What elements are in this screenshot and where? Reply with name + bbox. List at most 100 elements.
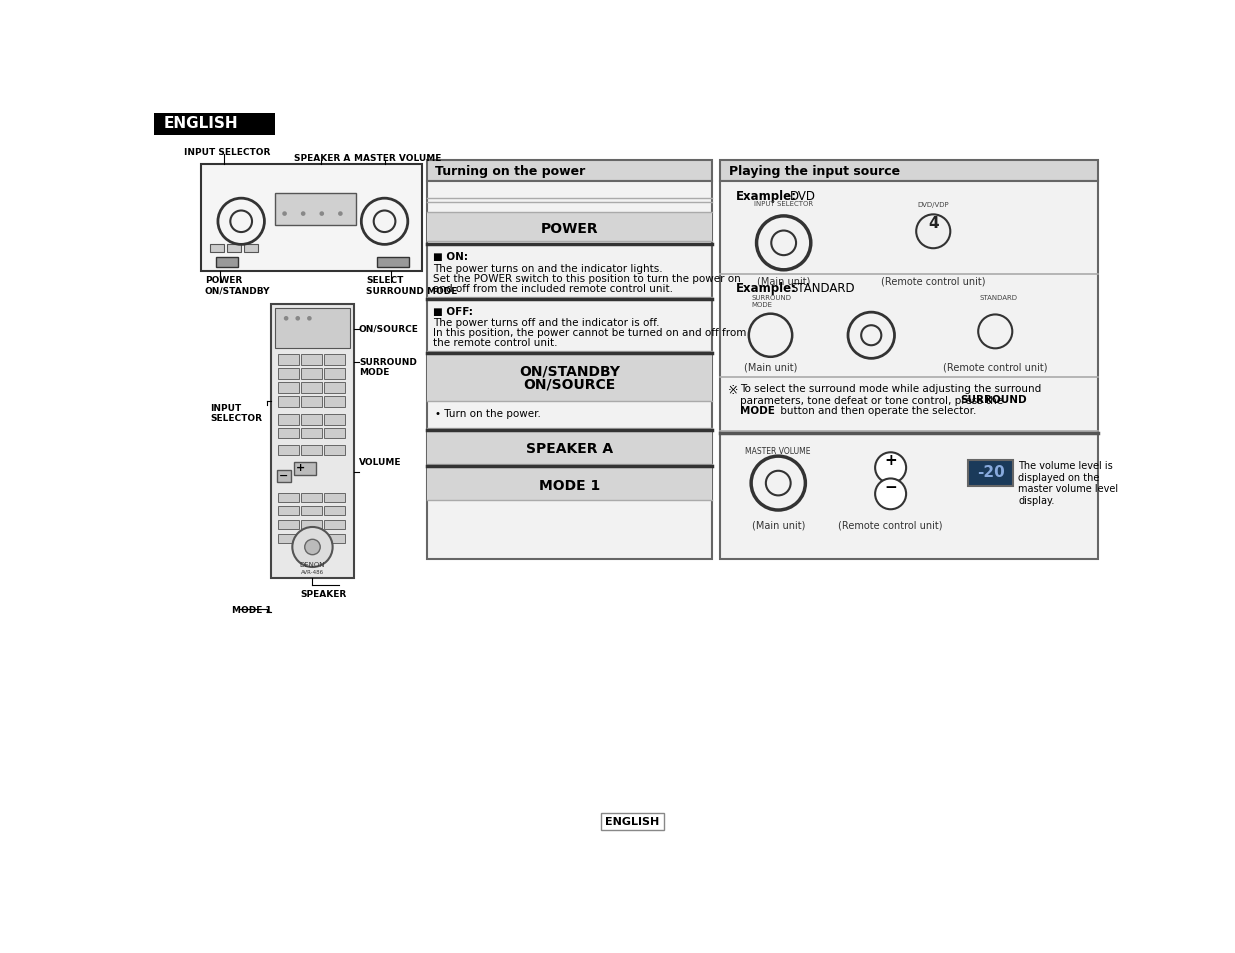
Bar — [301, 445, 322, 456]
Text: the remote control unit.: the remote control unit. — [433, 337, 558, 348]
Bar — [274, 193, 356, 226]
Text: MODE 1: MODE 1 — [232, 605, 272, 614]
Circle shape — [338, 213, 342, 216]
Text: ON/STANDBY: ON/STANDBY — [519, 364, 620, 378]
Bar — [201, 164, 421, 272]
Text: (Remote control unit): (Remote control unit) — [944, 362, 1047, 372]
Text: button and then operate the selector.: button and then operate the selector. — [778, 405, 977, 416]
Bar — [274, 309, 351, 349]
Text: ENGLISH: ENGLISH — [164, 116, 238, 131]
Text: AVR-486: AVR-486 — [301, 569, 324, 574]
Bar — [278, 507, 299, 516]
Text: SURROUND
MODE: SURROUND MODE — [751, 294, 792, 307]
Text: +: + — [295, 463, 305, 473]
Circle shape — [305, 539, 320, 555]
Circle shape — [320, 213, 324, 216]
Bar — [278, 355, 299, 366]
Bar — [227, 245, 241, 253]
Text: (Remote control unit): (Remote control unit) — [839, 519, 942, 530]
Bar — [427, 213, 713, 242]
Bar — [600, 813, 664, 830]
Bar — [301, 396, 322, 408]
Circle shape — [308, 316, 311, 321]
Text: MODE: MODE — [740, 405, 776, 416]
Text: Example:: Example: — [736, 282, 797, 295]
Bar — [301, 355, 322, 366]
Text: MASTER VOLUME: MASTER VOLUME — [746, 447, 811, 456]
Bar — [216, 258, 238, 268]
Bar — [324, 428, 345, 439]
Bar — [301, 494, 322, 503]
Text: ■ ON:: ■ ON: — [433, 252, 468, 261]
Bar — [720, 182, 1098, 559]
Text: DENON: DENON — [300, 561, 325, 567]
Text: To select the surround mode while adjusting the surround
parameters, tone defeat: To select the surround mode while adjust… — [740, 383, 1041, 405]
Circle shape — [916, 215, 950, 249]
Bar — [324, 520, 345, 530]
Text: SURROUND: SURROUND — [961, 395, 1028, 404]
Bar — [427, 432, 713, 464]
Bar — [278, 369, 299, 379]
Circle shape — [876, 453, 906, 483]
Circle shape — [301, 213, 305, 216]
Text: • Turn on the power.: • Turn on the power. — [435, 409, 541, 419]
Text: 4: 4 — [927, 215, 939, 231]
Text: INPUT SELECTOR: INPUT SELECTOR — [184, 148, 270, 156]
Text: ※: ※ — [727, 383, 739, 396]
Bar — [427, 467, 713, 500]
Text: SELECT
SURROUND MODE: SELECT SURROUND MODE — [366, 275, 457, 295]
Bar — [324, 535, 345, 543]
Text: and off from the included remote control unit.: and off from the included remote control… — [433, 284, 673, 294]
Circle shape — [293, 527, 332, 567]
Circle shape — [876, 479, 906, 510]
Text: (Main unit): (Main unit) — [757, 275, 810, 286]
Text: STANDARD: STANDARD — [790, 282, 855, 295]
Bar — [301, 415, 322, 425]
Text: +: + — [884, 453, 897, 468]
Text: The volume level is
displayed on the
master volume level
display.: The volume level is displayed on the mas… — [1019, 460, 1119, 505]
Circle shape — [283, 213, 287, 216]
Text: SPEAKER A: SPEAKER A — [294, 153, 351, 163]
Bar — [377, 258, 409, 268]
Text: ON/SOURCE: ON/SOURCE — [359, 324, 419, 334]
Text: The power turns off and the indicator is off.: The power turns off and the indicator is… — [433, 317, 659, 328]
Bar — [324, 396, 345, 408]
Text: (Remote control unit): (Remote control unit) — [881, 275, 986, 286]
Text: -20: -20 — [977, 464, 1004, 479]
Text: DVD: DVD — [790, 190, 816, 203]
Bar — [324, 494, 345, 503]
Text: In this position, the power cannot be turned on and off from: In this position, the power cannot be tu… — [433, 328, 747, 337]
Text: VOLUME: VOLUME — [359, 457, 401, 466]
Bar — [427, 160, 713, 182]
Text: Example:: Example: — [736, 190, 797, 203]
Bar — [301, 507, 322, 516]
Text: MASTER VOLUME: MASTER VOLUME — [354, 153, 442, 163]
Text: MODE 1: MODE 1 — [540, 478, 600, 492]
Bar — [278, 445, 299, 456]
Bar — [154, 114, 274, 136]
Bar — [301, 535, 322, 543]
Bar — [245, 245, 258, 253]
Text: Set the POWER switch to this position to turn the power on: Set the POWER switch to this position to… — [433, 274, 741, 284]
Bar — [324, 383, 345, 394]
Bar — [427, 182, 713, 559]
Bar — [278, 520, 299, 530]
Bar — [301, 369, 322, 379]
Text: INPUT
SELECTOR: INPUT SELECTOR — [210, 403, 262, 423]
Bar — [301, 383, 322, 394]
Text: Turning on the power: Turning on the power — [435, 165, 585, 178]
Text: ■ OFF:: ■ OFF: — [433, 307, 473, 316]
Text: The power turns on and the indicator lights.: The power turns on and the indicator lig… — [433, 264, 663, 274]
Bar — [720, 160, 1098, 182]
Text: POWER: POWER — [541, 222, 599, 236]
Text: Playing the input source: Playing the input source — [730, 165, 900, 178]
Text: −: − — [279, 471, 289, 480]
Text: ON/SOURCE: ON/SOURCE — [524, 376, 616, 391]
Bar — [277, 471, 290, 483]
Bar — [270, 305, 354, 578]
Text: SPEAKER A: SPEAKER A — [526, 442, 614, 456]
Bar — [324, 445, 345, 456]
Bar — [301, 428, 322, 439]
Bar — [324, 369, 345, 379]
Bar — [294, 463, 316, 476]
